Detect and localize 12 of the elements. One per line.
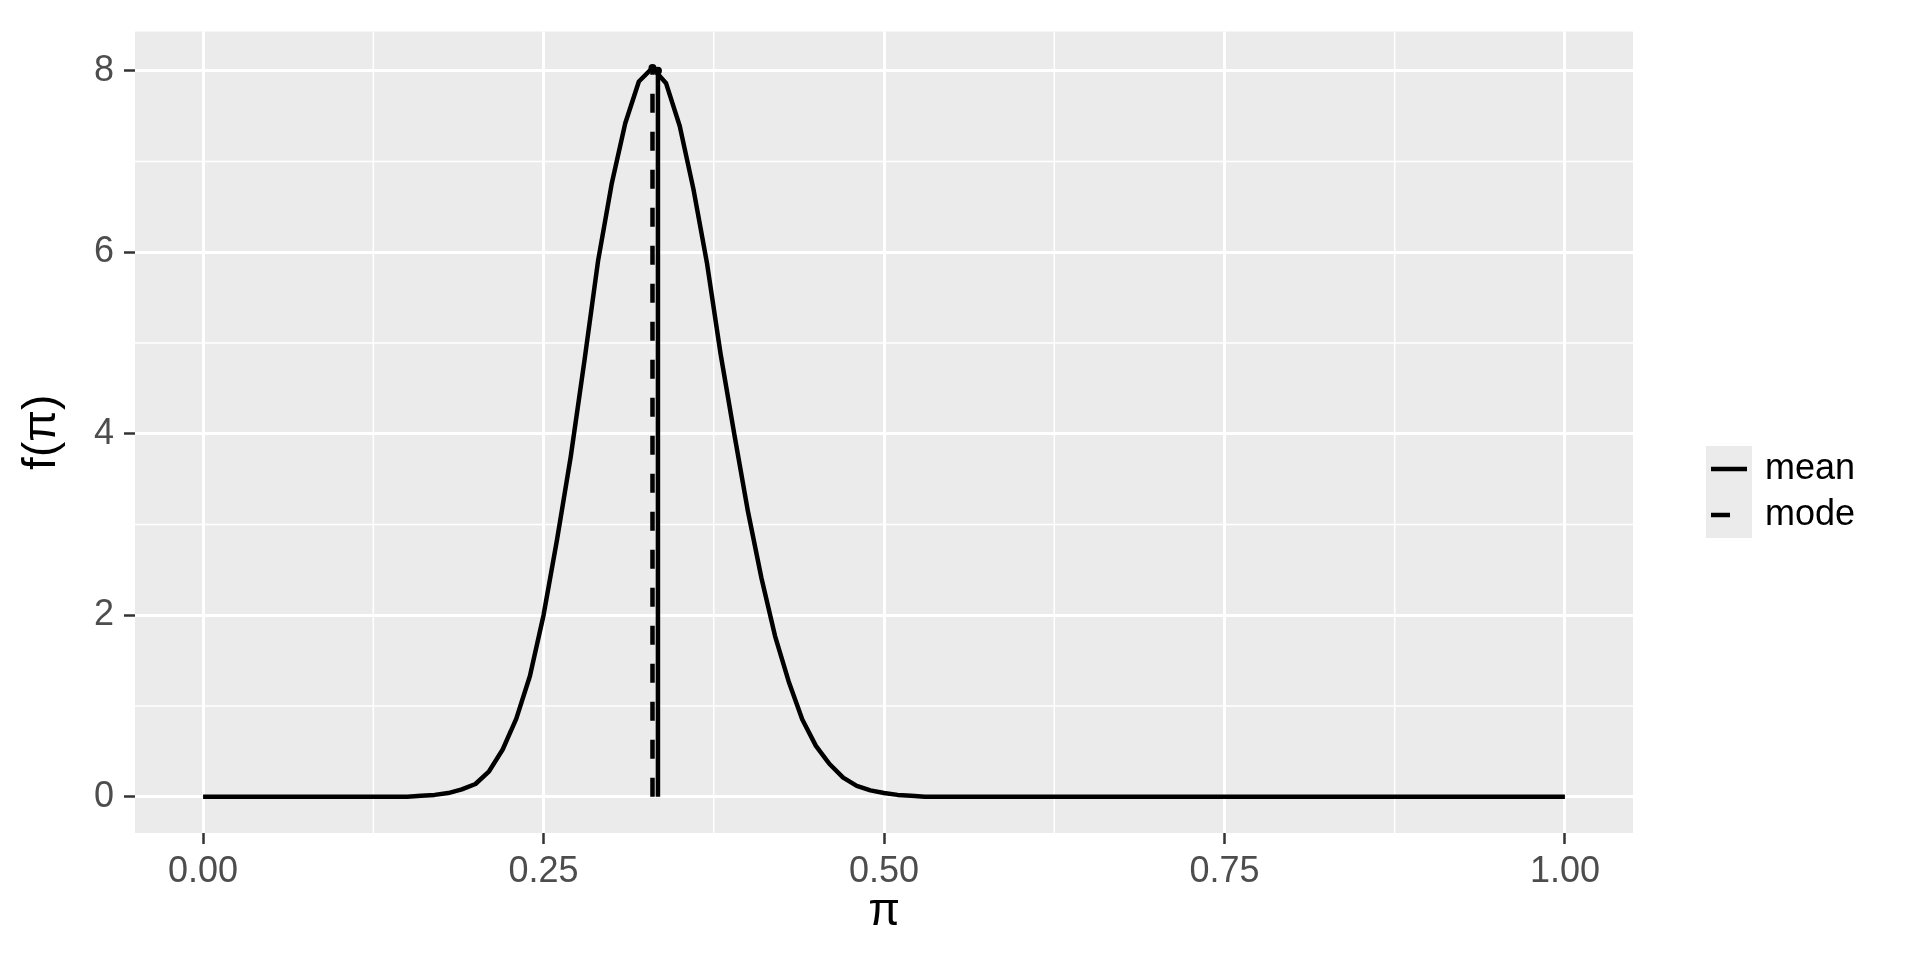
x-tick-label: 0.25 — [508, 848, 579, 890]
y-tick-label: 6 — [93, 229, 114, 271]
y-axis-title: f(π) — [13, 394, 66, 470]
legend-label: mode — [1765, 491, 1856, 533]
y-tick-label: 8 — [93, 47, 114, 89]
x-tick-label: 0.75 — [1189, 848, 1260, 890]
x-tick-label: 0.00 — [168, 848, 239, 890]
y-tick-label: 4 — [93, 410, 114, 452]
legend-label: mean — [1765, 445, 1856, 487]
y-tick-label: 0 — [93, 773, 114, 815]
y-tick-label: 2 — [93, 592, 114, 634]
x-tick-label: 1.00 — [1529, 848, 1600, 890]
